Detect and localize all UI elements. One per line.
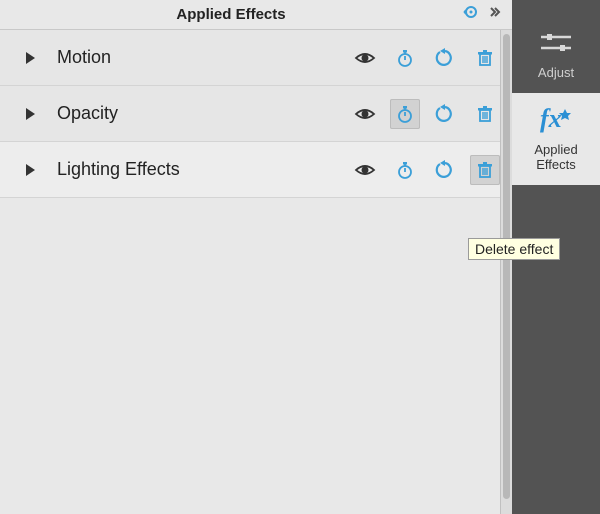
- header-controls: [462, 3, 512, 26]
- visibility-eye-icon[interactable]: [350, 43, 380, 73]
- stopwatch-icon[interactable]: [390, 43, 420, 73]
- visibility-eye-icon[interactable]: [350, 155, 380, 185]
- stopwatch-icon[interactable]: [390, 99, 420, 129]
- sidebar-item-applied-effects[interactable]: fx Applied Effects: [512, 93, 600, 185]
- sidebar-item-adjust[interactable]: Adjust: [512, 20, 600, 93]
- scrollbar-thumb[interactable]: [503, 34, 510, 499]
- sidebar-item-label: Applied Effects: [516, 143, 596, 173]
- reset-icon[interactable]: [430, 43, 460, 73]
- trash-icon[interactable]: [470, 155, 500, 185]
- panel-menu-icon[interactable]: [462, 3, 480, 26]
- panel-title: Applied Effects: [0, 6, 462, 23]
- disclosure-triangle-icon[interactable]: [26, 108, 35, 120]
- effects-list: Motion Opacity: [0, 30, 512, 514]
- reset-icon[interactable]: [430, 155, 460, 185]
- effect-actions: [350, 99, 500, 129]
- fx-icon: fx: [536, 103, 576, 137]
- svg-text:fx: fx: [540, 104, 562, 133]
- tooltip: Delete effect: [468, 238, 560, 260]
- effect-row[interactable]: Motion: [0, 30, 512, 86]
- effects-panel: Applied Effects Motion: [0, 0, 512, 514]
- trash-icon[interactable]: [470, 43, 500, 73]
- disclosure-triangle-icon[interactable]: [26, 164, 35, 176]
- effect-label: Opacity: [57, 103, 350, 124]
- stopwatch-icon[interactable]: [390, 155, 420, 185]
- vertical-scrollbar[interactable]: [500, 30, 512, 514]
- trash-icon[interactable]: [470, 99, 500, 129]
- sidebar-item-label: Adjust: [538, 66, 574, 81]
- expand-icon[interactable]: [488, 5, 502, 24]
- effect-row[interactable]: Opacity: [0, 86, 512, 142]
- visibility-eye-icon[interactable]: [350, 99, 380, 129]
- disclosure-triangle-icon[interactable]: [26, 52, 35, 64]
- effect-row[interactable]: Lighting Effects: [0, 142, 512, 198]
- effect-actions: [350, 43, 500, 73]
- effect-label: Lighting Effects: [57, 159, 350, 180]
- effect-actions: [350, 155, 500, 185]
- reset-icon[interactable]: [430, 99, 460, 129]
- panel-header: Applied Effects: [0, 0, 512, 30]
- effect-label: Motion: [57, 47, 350, 68]
- sliders-icon: [539, 30, 573, 60]
